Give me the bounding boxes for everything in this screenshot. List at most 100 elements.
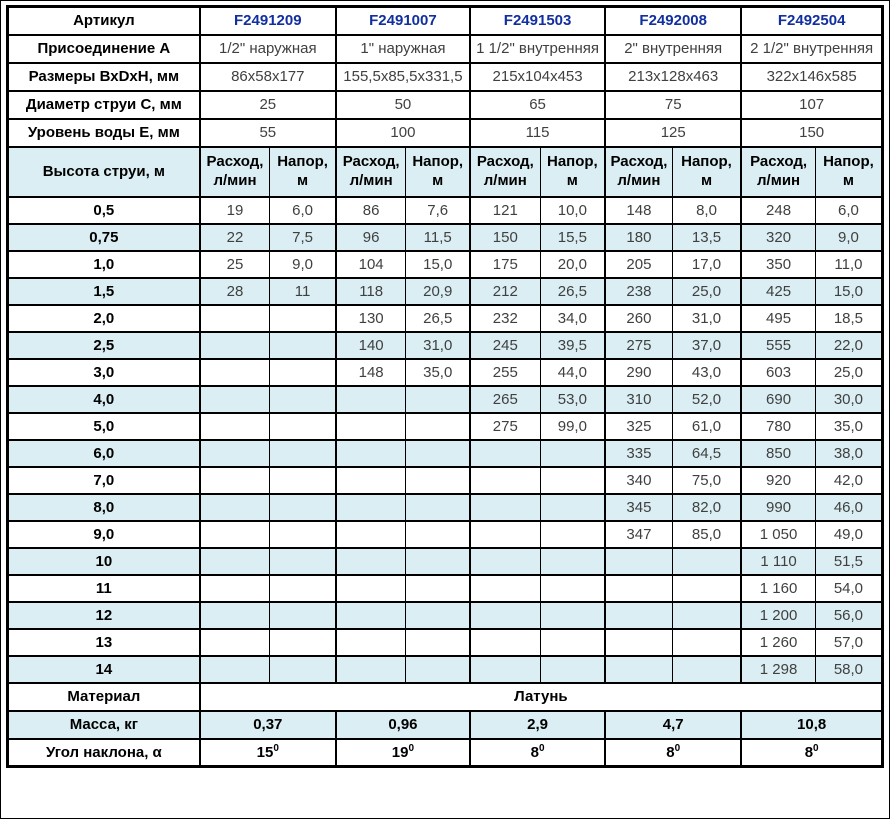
- spec-value-cell: 50: [334, 89, 471, 120]
- value-cell: [468, 438, 541, 468]
- value-cell: [671, 546, 742, 576]
- angle-row: Угол наклона, α 150 190 80 80 80: [6, 737, 884, 768]
- value-cell: [539, 438, 606, 468]
- jet-height-value-cell: 12: [6, 600, 201, 630]
- value-cell: [539, 546, 606, 576]
- value-cell: [468, 519, 541, 549]
- value-cell: [539, 519, 606, 549]
- spec-value-cell: 1" наружная: [334, 33, 471, 64]
- angle-value-cell: 80: [740, 737, 884, 768]
- value-cell: [539, 492, 606, 522]
- value-cell: 325: [604, 411, 673, 441]
- value-cell: 310: [604, 384, 673, 414]
- table-row: 8,0 345 82,0 990 46,0: [6, 492, 884, 522]
- value-cell: 20,0: [539, 249, 606, 279]
- flow-header-cell: Расход, л/мин: [740, 145, 816, 198]
- value-cell: 35,0: [814, 411, 884, 441]
- angle-value-cell: 80: [604, 737, 742, 768]
- value-cell: 75,0: [671, 465, 742, 495]
- value-cell: [334, 384, 407, 414]
- value-cell: [198, 573, 271, 603]
- angle-superscript: 0: [538, 742, 545, 754]
- value-cell: 495: [740, 303, 816, 333]
- value-cell: [334, 492, 407, 522]
- angle-superscript: 0: [273, 742, 279, 754]
- value-cell: 340: [604, 465, 673, 495]
- mass-value-cell: 10,8: [740, 709, 884, 740]
- article-label: Артикул: [6, 5, 201, 36]
- angle-value-cell: 150: [198, 737, 337, 768]
- jet-height-value-cell: 4,0: [6, 384, 201, 414]
- value-cell: [468, 546, 541, 576]
- value-cell: [198, 357, 271, 387]
- value-cell: 690: [740, 384, 816, 414]
- value-cell: 212: [468, 276, 541, 306]
- spec-value-cell: 125: [604, 117, 742, 148]
- value-cell: [198, 465, 271, 495]
- value-cell: [198, 546, 271, 576]
- value-cell: 238: [604, 276, 673, 306]
- value-cell: [405, 438, 471, 468]
- value-cell: 56,0: [814, 600, 884, 630]
- value-cell: 43,0: [671, 357, 742, 387]
- value-cell: [405, 411, 471, 441]
- value-cell: 25: [198, 249, 271, 279]
- pressure-header-cell: Напор, м: [539, 145, 606, 198]
- material-label: Материал: [6, 681, 201, 712]
- value-cell: 7,5: [269, 222, 337, 252]
- value-cell: 1 200: [740, 600, 816, 630]
- table-row: 14 1 298 58,0: [6, 654, 884, 684]
- value-cell: 57,0: [814, 627, 884, 657]
- value-cell: 290: [604, 357, 673, 387]
- value-cell: [539, 465, 606, 495]
- value-cell: [468, 654, 541, 684]
- value-cell: 99,0: [539, 411, 606, 441]
- value-cell: [269, 519, 337, 549]
- value-cell: 15,5: [539, 222, 606, 252]
- value-cell: 130: [334, 303, 407, 333]
- value-cell: [269, 654, 337, 684]
- value-cell: 140: [334, 330, 407, 360]
- table-row: 11 1 160 54,0: [6, 573, 884, 603]
- angle-value-cell: 80: [468, 737, 606, 768]
- value-cell: [405, 600, 471, 630]
- jet-height-value-cell: 8,0: [6, 492, 201, 522]
- table-row: 13 1 260 57,0: [6, 627, 884, 657]
- value-cell: [539, 654, 606, 684]
- value-cell: 1 050: [740, 519, 816, 549]
- value-cell: 180: [604, 222, 673, 252]
- value-cell: 150: [468, 222, 541, 252]
- value-cell: 320: [740, 222, 816, 252]
- table-row: 1,0 25 9,0 104 15,0 175 20,0 205 17,0 350 11,0: [6, 249, 884, 279]
- mass-value-cell: 4,7: [604, 709, 742, 740]
- jet-height-value-cell: 6,0: [6, 438, 201, 468]
- value-cell: 37,0: [671, 330, 742, 360]
- value-cell: 18,5: [814, 303, 884, 333]
- mass-label: Масса, кг: [6, 709, 201, 740]
- value-cell: [269, 384, 337, 414]
- value-cell: 7,6: [405, 195, 471, 225]
- value-cell: 13,5: [671, 222, 742, 252]
- value-cell: 34,0: [539, 303, 606, 333]
- jet-height-value-cell: 0,75: [6, 222, 201, 252]
- value-cell: [405, 465, 471, 495]
- table-row: 9,0 347 85,0 1 050 49,0: [6, 519, 884, 549]
- mass-value-cell: 0,96: [334, 709, 471, 740]
- value-cell: [539, 573, 606, 603]
- value-cell: [334, 438, 407, 468]
- angle-label: Угол наклона, α: [6, 737, 201, 768]
- article-value-cell: F2491007: [334, 5, 471, 36]
- value-cell: 248: [740, 195, 816, 225]
- value-cell: 10,0: [539, 195, 606, 225]
- value-cell: 11,0: [814, 249, 884, 279]
- spec-table: Артикул F2491209 F2491007 F2491503 F2492008…: [6, 5, 884, 768]
- value-cell: [468, 627, 541, 657]
- value-cell: 205: [604, 249, 673, 279]
- value-cell: [334, 546, 407, 576]
- spec-row-jet-diameter: Диаметр струи С, мм 25 50 65 75 107: [6, 89, 884, 120]
- value-cell: [334, 411, 407, 441]
- value-cell: 82,0: [671, 492, 742, 522]
- mass-value-cell: 2,9: [468, 709, 606, 740]
- spec-value-cell: 115: [468, 117, 606, 148]
- jet-height-label: Высота струи, м: [6, 145, 201, 198]
